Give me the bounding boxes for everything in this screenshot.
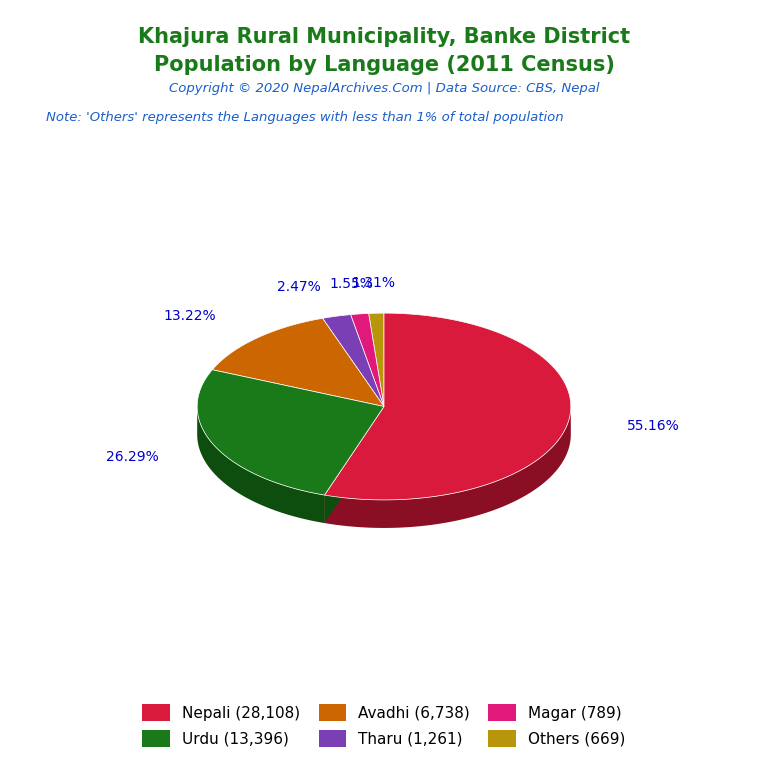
- Text: 1.55%: 1.55%: [329, 277, 374, 291]
- Text: 55.16%: 55.16%: [627, 419, 680, 433]
- Text: 13.22%: 13.22%: [163, 310, 216, 323]
- Text: Note: 'Others' represents the Languages with less than 1% of total population: Note: 'Others' represents the Languages …: [46, 111, 564, 124]
- Text: Khajura Rural Municipality, Banke District: Khajura Rural Municipality, Banke Distri…: [138, 27, 630, 47]
- Polygon shape: [351, 313, 384, 406]
- Polygon shape: [325, 313, 571, 500]
- Polygon shape: [197, 369, 384, 495]
- Text: Copyright © 2020 NepalArchives.Com | Data Source: CBS, Nepal: Copyright © 2020 NepalArchives.Com | Dat…: [169, 82, 599, 95]
- Polygon shape: [212, 318, 384, 406]
- Polygon shape: [325, 406, 384, 523]
- Text: Population by Language (2011 Census): Population by Language (2011 Census): [154, 55, 614, 75]
- Polygon shape: [325, 406, 384, 523]
- Legend: Nepali (28,108), Urdu (13,396), Avadhi (6,738), Tharu (1,261), Magar (789), Othe: Nepali (28,108), Urdu (13,396), Avadhi (…: [137, 698, 631, 753]
- Polygon shape: [325, 406, 571, 528]
- Polygon shape: [197, 407, 325, 523]
- Text: 26.29%: 26.29%: [106, 450, 159, 464]
- Polygon shape: [323, 315, 384, 406]
- Polygon shape: [369, 313, 384, 406]
- Text: 1.31%: 1.31%: [352, 276, 396, 290]
- Text: 2.47%: 2.47%: [277, 280, 321, 294]
